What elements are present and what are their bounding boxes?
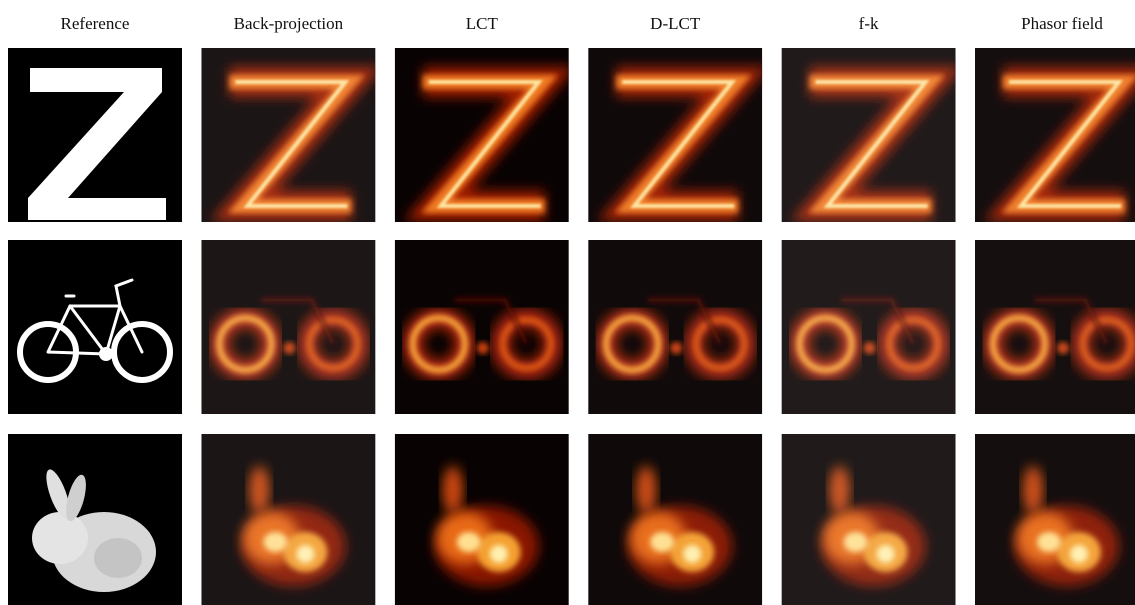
image-cell [588,48,762,222]
image-cell [395,434,569,605]
page: Reference Back-projection LCT D-LCT f-k Phaso… [0,0,1135,605]
image-cell [201,434,375,605]
column-header: Back-projection [234,14,344,33]
column-header: Reference [61,14,130,33]
image-grid [8,48,1135,605]
image-cell [975,434,1135,605]
image-cell [395,48,569,222]
image-cell [8,434,182,605]
image-cell [201,240,375,414]
column-header: LCT [466,14,499,33]
column-header: D-LCT [650,14,701,33]
column-headers: Reference Back-projection LCT D-LCT f-k Phaso… [61,14,1104,33]
image-cell [975,48,1135,222]
image-cell [588,434,762,605]
figure: Reference Back-projection LCT D-LCT f-k Phaso… [0,0,1135,605]
image-cell [8,48,182,222]
image-cell [395,240,569,414]
image-cell [201,48,375,222]
image-cell [588,240,762,414]
column-header: Phasor field [1021,14,1103,33]
image-cell [8,240,182,414]
image-cell [782,240,956,414]
image-cell [975,240,1135,414]
column-header: f-k [859,14,879,33]
image-cell [782,434,956,605]
image-cell [782,48,956,222]
